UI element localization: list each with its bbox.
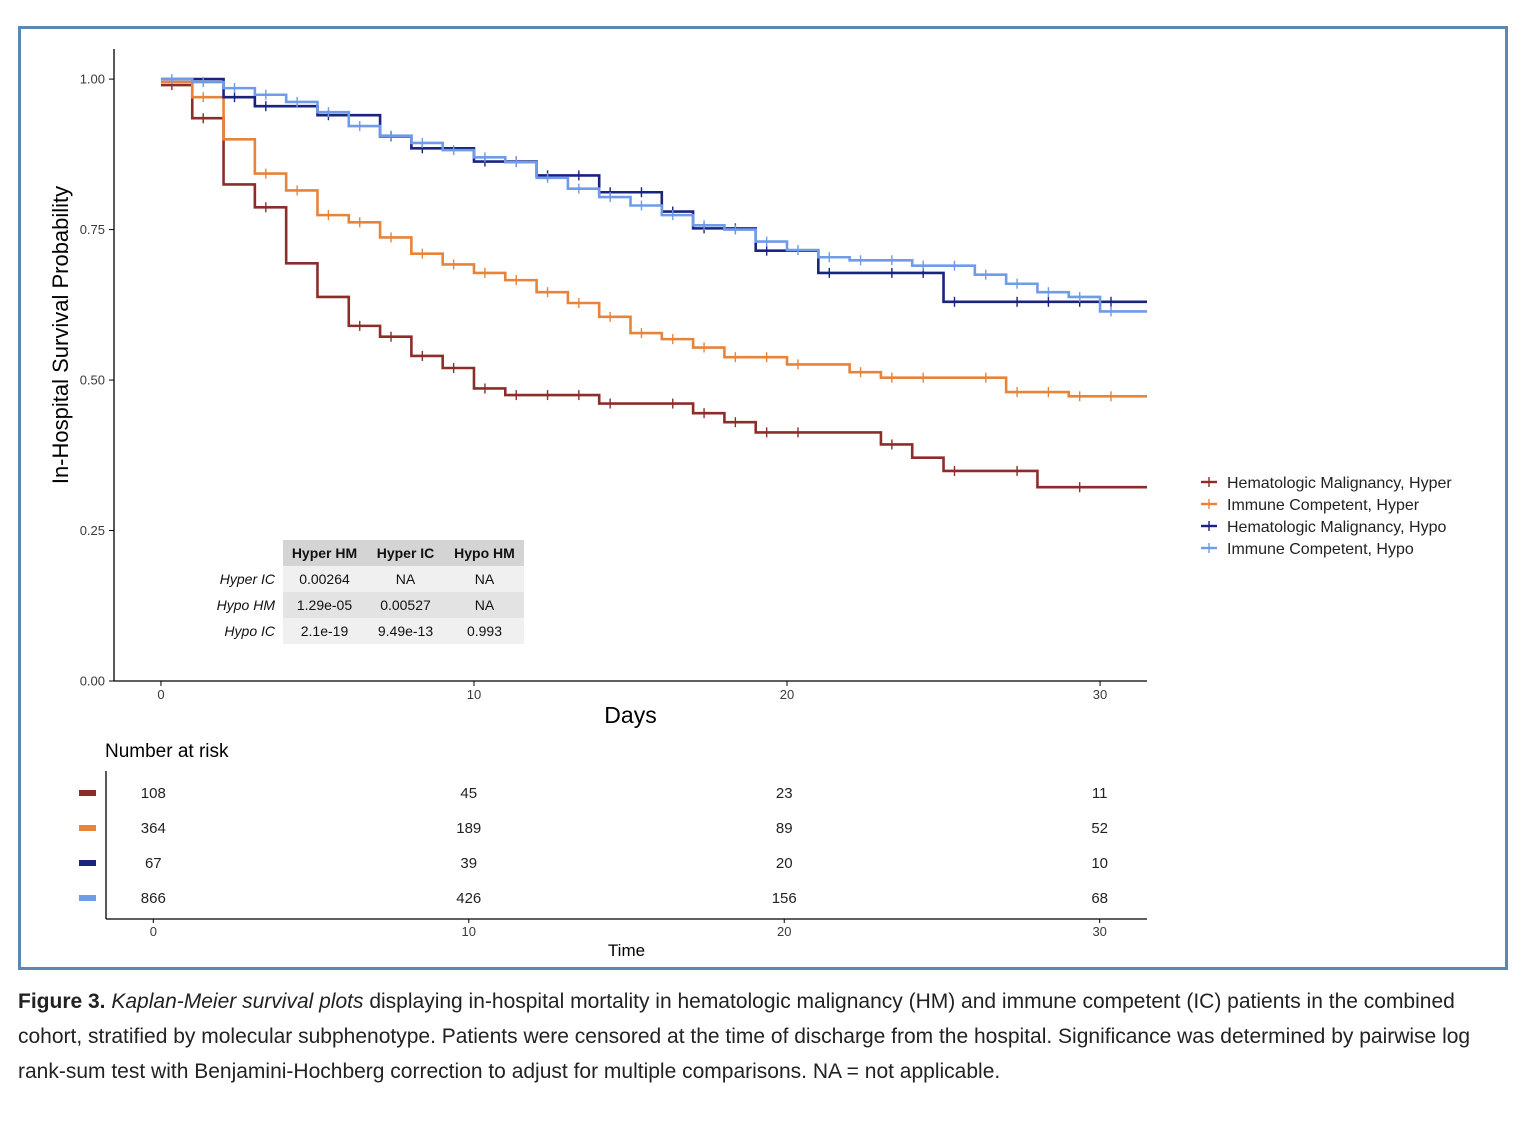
risk-row-color-key [79, 860, 96, 866]
pvalue-header-cell [445, 540, 524, 566]
risk-count: 866 [141, 890, 166, 907]
legend-label: Hematologic Malignancy, Hyper [1227, 475, 1452, 492]
risk-count: 20 [776, 855, 793, 872]
risk-count: 108 [141, 785, 166, 802]
pvalue-value: NA [475, 597, 495, 613]
survival-curve [160, 80, 1147, 398]
y-tick-label: 0.25 [80, 523, 105, 538]
risk-row-color-key [79, 825, 96, 831]
km-figure: 0.00 0.25 0.50 0.75 1.00 0 10 20 30 Days In-Hospit… [48, 49, 1452, 960]
pvalue-cell [283, 592, 366, 618]
risk-x-tick-label: 10 [462, 924, 476, 939]
pvalue-value: NA [475, 571, 495, 587]
risk-count: 68 [1091, 890, 1108, 907]
pvalue-cell [366, 566, 445, 592]
pvalue-header-cell [366, 540, 445, 566]
pvalue-cell [445, 592, 524, 618]
risk-count: 10 [1091, 855, 1108, 872]
pvalue-value: 9.49e-13 [378, 623, 433, 639]
y-tick-label: 0.75 [80, 222, 105, 237]
risk-row-color-key [79, 790, 96, 796]
pvalue-row-label: Hypo IC [224, 623, 275, 639]
pvalue-cell [366, 618, 445, 644]
pvalue-cell [366, 592, 445, 618]
figure-caption: Figure 3. Kaplan-Meier survival plots di… [18, 984, 1518, 1089]
risk-x-tick-label: 0 [150, 924, 157, 939]
x-tick-label: 0 [157, 687, 164, 702]
pvalue-value: 0.00527 [380, 597, 431, 613]
caption-label: Figure 3. [18, 990, 106, 1013]
risk-x-axis-title: Time [608, 941, 645, 960]
x-tick-label: 30 [1093, 687, 1107, 702]
risk-count: 11 [1092, 785, 1108, 802]
pvalue-value: 0.00264 [299, 571, 350, 587]
pvalue-value: 0.993 [467, 623, 502, 639]
risk-count: 364 [141, 820, 166, 837]
legend-label: Hematologic Malignancy, Hypo [1227, 519, 1446, 536]
legend-label: Immune Competent, Hypo [1227, 541, 1414, 558]
x-tick-label: 10 [467, 687, 481, 702]
caption-body: displaying in-hospital mortality in hema… [18, 990, 1471, 1083]
risk-count: 89 [776, 820, 793, 837]
pvalue-column-header: Hyper HM [292, 545, 357, 561]
risk-row-color-key [79, 895, 96, 901]
caption-title: Kaplan-Meier survival plots [111, 990, 364, 1013]
pvalue-cell [445, 618, 524, 644]
pvalue-column-header: Hyper IC [377, 545, 435, 561]
y-tick-label: 0.50 [80, 373, 105, 388]
risk-count: 67 [145, 855, 162, 872]
pvalue-value: 2.1e-19 [301, 623, 349, 639]
pvalue-cell [445, 566, 524, 592]
y-axis-title: In-Hospital Survival Probability [48, 186, 73, 484]
risk-x-tick-label: 20 [777, 924, 791, 939]
risk-count: 45 [460, 785, 477, 802]
survival-curve [160, 77, 1147, 313]
risk-count: 426 [456, 890, 481, 907]
legend-label: Immune Competent, Hyper [1227, 497, 1420, 514]
y-tick-label: 0.00 [80, 674, 105, 689]
pvalue-value: 1.29e-05 [297, 597, 352, 613]
x-tick-label: 20 [780, 687, 794, 702]
pvalue-column-header: Hypo HM [454, 545, 515, 561]
x-axis-title: Days [604, 702, 656, 728]
pvalue-row-label: Hyper IC [220, 571, 276, 587]
pvalue-cell [283, 618, 366, 644]
risk-table-title: Number at risk [105, 741, 229, 762]
risk-count: 52 [1091, 820, 1108, 837]
pvalue-value: NA [396, 571, 416, 587]
survival-curve [160, 83, 1147, 489]
risk-count: 23 [776, 785, 793, 802]
risk-count: 156 [772, 890, 797, 907]
risk-count: 39 [460, 855, 477, 872]
figure-frame: 0.00 0.25 0.50 0.75 1.00 0 10 20 30 Days In-Hospit… [18, 26, 1508, 970]
risk-x-tick-label: 30 [1092, 924, 1106, 939]
pvalue-row-label: Hypo HM [217, 597, 276, 613]
pvalue-cell [283, 566, 366, 592]
y-tick-label: 1.00 [80, 72, 105, 87]
pvalue-header-cell [283, 540, 366, 566]
risk-count: 189 [456, 820, 481, 837]
